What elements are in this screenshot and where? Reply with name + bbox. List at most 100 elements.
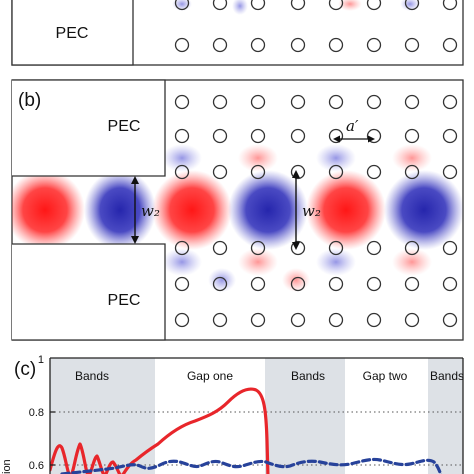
rod — [366, 164, 382, 180]
rod — [250, 312, 266, 328]
rod — [290, 276, 306, 292]
lattice-arrow — [333, 135, 375, 143]
rod — [250, 94, 266, 110]
panel-a-rods — [174, 0, 458, 53]
rod — [328, 128, 344, 144]
region-label-bands-2: Bands — [291, 369, 325, 383]
rod — [404, 240, 420, 256]
band-shade-1 — [50, 358, 155, 474]
rod — [174, 0, 190, 11]
rod — [174, 312, 190, 328]
rod — [212, 37, 228, 53]
panel-a-pec-block — [11, 0, 134, 66]
rod — [212, 128, 228, 144]
region-label-gap-one: Gap one — [187, 369, 233, 383]
rod — [174, 37, 190, 53]
band-shade-3 — [428, 358, 463, 474]
rod — [212, 164, 228, 180]
rod — [442, 312, 458, 328]
rod — [366, 37, 382, 53]
rod — [404, 128, 420, 144]
width-label-right: w₂ — [302, 202, 321, 220]
rod — [174, 240, 190, 256]
rod — [442, 240, 458, 256]
region-label-bands-3: Bands — [430, 369, 464, 383]
panel-b-field — [12, 144, 463, 292]
rod — [290, 94, 306, 110]
rod — [328, 164, 344, 180]
panel-c-letter: (c) — [14, 359, 36, 380]
rod — [250, 240, 266, 256]
rod — [250, 0, 266, 11]
panel-b-rods — [174, 94, 458, 328]
rod — [404, 94, 420, 110]
rod — [250, 276, 266, 292]
rod — [174, 164, 190, 180]
width-label-left: w₂ — [141, 202, 160, 220]
rod — [442, 276, 458, 292]
rod — [290, 128, 306, 144]
rod — [212, 240, 228, 256]
rod — [366, 128, 382, 144]
y-tick-label-08: 0.8 — [29, 407, 44, 419]
panel-b-letter: (b) — [18, 90, 41, 111]
rod — [328, 312, 344, 328]
rod — [212, 0, 228, 11]
panel-b — [11, 79, 464, 341]
width-arrow-right — [292, 170, 300, 250]
panel-b-pec-top-label: PEC — [108, 118, 141, 135]
rod — [328, 94, 344, 110]
panel-c-plot — [50, 358, 463, 474]
y-tick-label-1: 1 — [38, 354, 44, 366]
rod — [212, 312, 228, 328]
y-tick-label-06: 0.6 — [29, 460, 44, 472]
region-label-bands-1: Bands — [75, 369, 109, 383]
rod — [366, 240, 382, 256]
y-axis-label-partial: ion — [1, 459, 13, 474]
rod — [442, 164, 458, 180]
rod — [442, 94, 458, 110]
rod — [366, 276, 382, 292]
panel-a — [11, 0, 464, 66]
rod — [290, 164, 306, 180]
rod — [290, 0, 306, 11]
rod — [174, 276, 190, 292]
panel-a-pec-label: PEC — [56, 25, 89, 42]
rod — [328, 240, 344, 256]
rod — [250, 164, 266, 180]
rod — [404, 164, 420, 180]
rod — [366, 0, 382, 11]
panel-b-pec-bottom — [12, 243, 166, 341]
panel-c — [49, 357, 464, 474]
rod — [290, 37, 306, 53]
rod — [404, 276, 420, 292]
rod — [366, 312, 382, 328]
rod — [404, 0, 420, 11]
rod — [290, 240, 306, 256]
transmission-curve-blue — [60, 457, 443, 474]
rod — [404, 312, 420, 328]
rod — [212, 94, 228, 110]
rod — [290, 312, 306, 328]
rod — [328, 0, 344, 11]
rod — [442, 0, 458, 11]
rod — [328, 37, 344, 53]
rod — [442, 128, 458, 144]
band-shade-2 — [265, 358, 345, 474]
rod — [174, 128, 190, 144]
rod — [404, 37, 420, 53]
rod — [250, 128, 266, 144]
rod — [174, 94, 190, 110]
rod — [442, 37, 458, 53]
rod — [366, 94, 382, 110]
lattice-constant-label: a′ — [346, 117, 359, 135]
transmission-curve-red — [50, 387, 270, 474]
rod — [250, 37, 266, 53]
region-label-gap-two: Gap two — [363, 369, 408, 383]
panel-a-field — [172, 0, 420, 15]
panel-b-pec-top — [12, 79, 166, 177]
rod — [212, 276, 228, 292]
panel-b-pec-bottom-label: PEC — [108, 292, 141, 309]
width-arrow-left — [131, 176, 139, 244]
